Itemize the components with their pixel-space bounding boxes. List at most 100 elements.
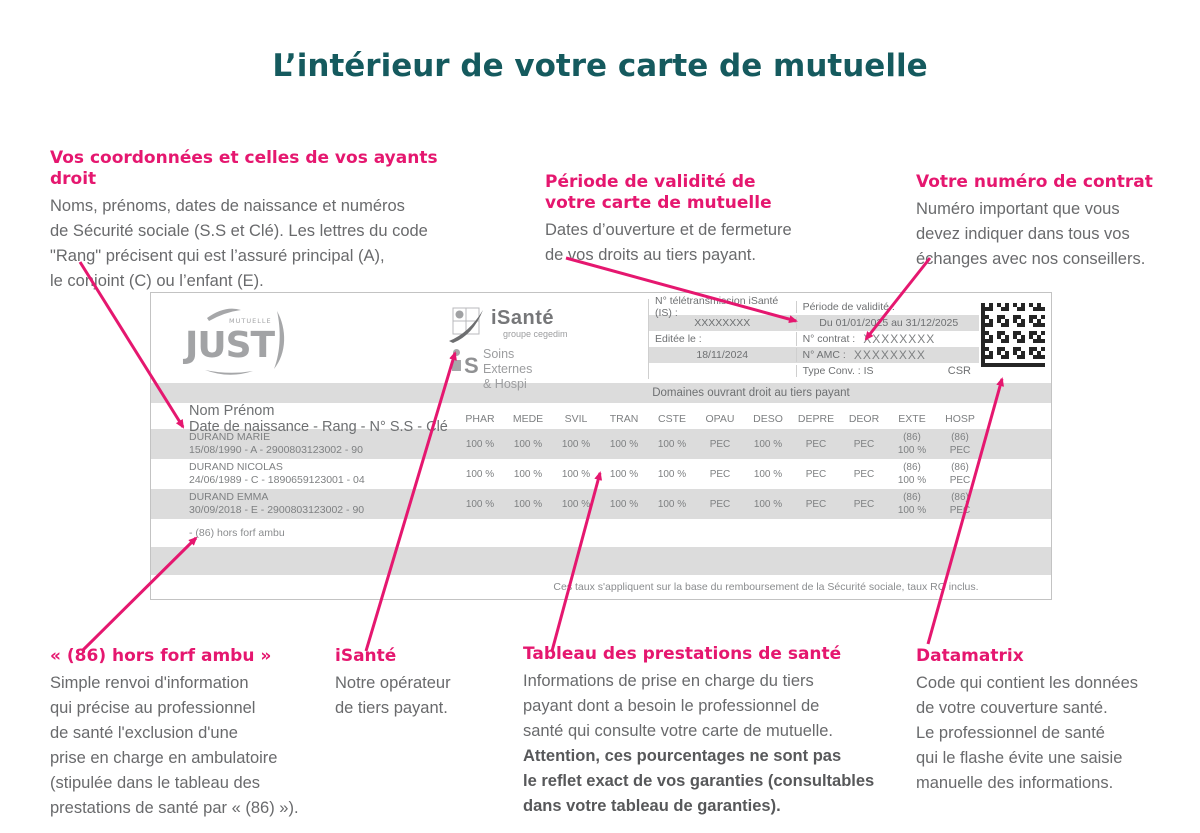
column-header-cste: CSTE <box>657 413 686 425</box>
teletransmission-value: XXXXXXXX <box>694 317 751 329</box>
cell-cste: 100 % <box>657 468 687 480</box>
annotation-horsforf-heading: « (86) hors forf ambu » <box>50 646 272 666</box>
cell-hosp: (86) PEC <box>936 461 984 487</box>
cell-svil: 100 % <box>561 438 591 450</box>
member-name: DURAND MARIE <box>189 431 271 443</box>
annotation-isante: iSanté Notre opérateur de tiers payant. <box>335 646 515 721</box>
page-title: L’intérieur de votre carte de mutuelle <box>272 48 928 84</box>
soins-externes-mark-icon <box>451 347 465 377</box>
contrat-value: XXXXXXXX <box>863 332 936 346</box>
table-row: DURAND NICOLAS 24/06/1989 - C - 18906591… <box>151 459 1051 489</box>
isante-logo-group: groupe cegedim <box>503 329 568 339</box>
empty-gray-strip <box>151 547 1051 575</box>
card-footer: Ces taux s'appliquent sur la base du rem… <box>151 575 1051 598</box>
member-name: DURAND NICOLAS <box>189 461 283 473</box>
cell-opau: PEC <box>709 498 731 510</box>
column-header-phar: PHAR <box>465 413 495 425</box>
cell-hosp-note: (86) <box>951 492 969 503</box>
annotation-tableau-heading: Tableau des prestations de santé <box>523 644 842 664</box>
cell-depre: PEC <box>805 498 827 510</box>
periode-label: Période de validité : <box>795 301 979 313</box>
annotation-periode-body: Dates d’ouverture et de fermeture de vos… <box>545 221 792 264</box>
table-header-row: Nom Prénom Date de naissance - Rang - N°… <box>151 403 1051 435</box>
cell-tran: 100 % <box>609 438 639 450</box>
annotation-coordonnees-body: Noms, prénoms, dates de naissance et num… <box>50 197 428 290</box>
cell-hosp-value: PEC <box>949 505 971 516</box>
member-name: DURAND EMMA <box>189 491 269 503</box>
cell-opau: PEC <box>709 468 731 480</box>
cell-mede: 100 % <box>513 468 543 480</box>
soins-externes-label: Soins Externes & Hospi <box>483 347 533 391</box>
hors-forf-note: - (86) hors forf ambu <box>189 527 285 539</box>
cell-svil: 100 % <box>561 498 591 510</box>
teletransmission-label: N° télétransmission iSanté (IS) : <box>655 295 779 319</box>
annotation-datamatrix: Datamatrix Code qui contient les données… <box>916 646 1191 796</box>
cell-deor: PEC <box>853 468 875 480</box>
cell-hosp-value: PEC <box>949 475 971 486</box>
annotation-periode-heading: Période de validité de votre carte de mu… <box>545 172 772 213</box>
annotation-contrat-body: Numéro important que vous devez indiquer… <box>916 200 1146 268</box>
member-details: 15/08/1990 - A - 2900803123002 - 90 <box>189 444 363 456</box>
card-header: JUST MUTUELLE iSanté groupe cegedim <box>151 293 1051 391</box>
cell-deor: PEC <box>853 438 875 450</box>
annotation-isante-heading: iSanté <box>335 646 397 666</box>
cell-tran: 100 % <box>609 498 639 510</box>
isante-logo-mark <box>449 307 483 343</box>
cell-mede: 100 % <box>513 438 543 450</box>
cell-hosp-value: PEC <box>949 445 971 456</box>
annotation-datamatrix-body: Code qui contient les données de votre c… <box>916 674 1138 792</box>
cell-exte-note: (86) <box>903 462 921 473</box>
soins-externes-s: S <box>464 353 479 378</box>
cell-phar: 100 % <box>465 498 495 510</box>
cell-deso: 100 % <box>753 498 783 510</box>
column-header-deor: DEOR <box>848 413 880 425</box>
annotation-horsforf-body: Simple renvoi d'information qui précise … <box>50 674 299 817</box>
name-header-line1: Nom Prénom <box>189 403 275 419</box>
periode-value: Du 01/01/2025 au 31/12/2025 <box>819 317 959 329</box>
editee-label: Editée le : <box>655 333 702 345</box>
cell-cste: 100 % <box>657 438 687 450</box>
member-name-cell: DURAND EMMA 30/09/2018 - E - 29008031230… <box>151 491 456 517</box>
just-logo-leaf-top <box>207 308 241 321</box>
csr-label: CSR <box>947 365 971 377</box>
cell-cste: 100 % <box>657 498 687 510</box>
cell-depre: PEC <box>805 438 827 450</box>
cell-phar: 100 % <box>465 468 495 480</box>
column-header-mede: MEDE <box>512 413 544 425</box>
annotation-coordonnees-heading: Vos coordonnées et celles de vos ayants … <box>50 148 438 189</box>
annotation-datamatrix-heading: Datamatrix <box>916 646 1024 666</box>
cell-mede: 100 % <box>513 498 543 510</box>
cell-hosp-note: (86) <box>951 462 969 473</box>
cell-hosp: (86) PEC <box>936 431 984 457</box>
editee-value: 18/11/2024 <box>696 349 749 361</box>
mutuelle-card: JUST MUTUELLE iSanté groupe cegedim <box>150 292 1052 600</box>
column-header-svil: SVIL <box>564 413 588 425</box>
card-info-panel: N° télétransmission iSanté (IS) : Périod… <box>648 295 979 379</box>
annotation-isante-body: Notre opérateur de tiers payant. <box>335 674 451 717</box>
cell-exte: (86) 100 % <box>888 461 936 487</box>
amc-label: N° AMC : <box>802 349 846 361</box>
amc-value: XXXXXXXX <box>853 348 926 362</box>
table-row: DURAND EMMA 30/09/2018 - E - 29008031230… <box>151 489 1051 519</box>
cell-deor: PEC <box>853 498 875 510</box>
cell-exte-note: (86) <box>903 492 921 503</box>
cell-opau: PEC <box>709 438 731 450</box>
annotation-tableau-body-bold: Attention, ces pourcentages ne sont pas … <box>523 747 875 815</box>
table-row: DURAND MARIE 15/08/1990 - A - 2900803123… <box>151 429 1051 459</box>
column-header-tran: TRAN <box>609 413 639 425</box>
just-logo-subtext: MUTUELLE <box>229 317 272 325</box>
cell-exte-value: 100 % <box>897 475 927 486</box>
cell-deso: 100 % <box>753 468 783 480</box>
column-header-exte: EXTE <box>898 413 926 425</box>
cell-exte: (86) 100 % <box>888 491 936 517</box>
cell-svil: 100 % <box>561 468 591 480</box>
just-logo-leaf-right <box>274 311 285 369</box>
type-conv: Type Conv. : IS <box>802 365 874 377</box>
annotation-tableau-body: Informations de prise en charge du tiers… <box>523 672 834 740</box>
cell-exte-value: 100 % <box>897 505 927 516</box>
annotation-tableau: Tableau des prestations de santé Informa… <box>523 644 903 819</box>
domaines-title: Domaines ouvrant droit au tiers payant <box>652 387 850 399</box>
contrat-label: N° contrat : <box>802 333 856 345</box>
annotation-contrat-heading: Votre numéro de contrat <box>916 172 1153 192</box>
annotation-contrat: Votre numéro de contrat Numéro important… <box>916 172 1186 272</box>
